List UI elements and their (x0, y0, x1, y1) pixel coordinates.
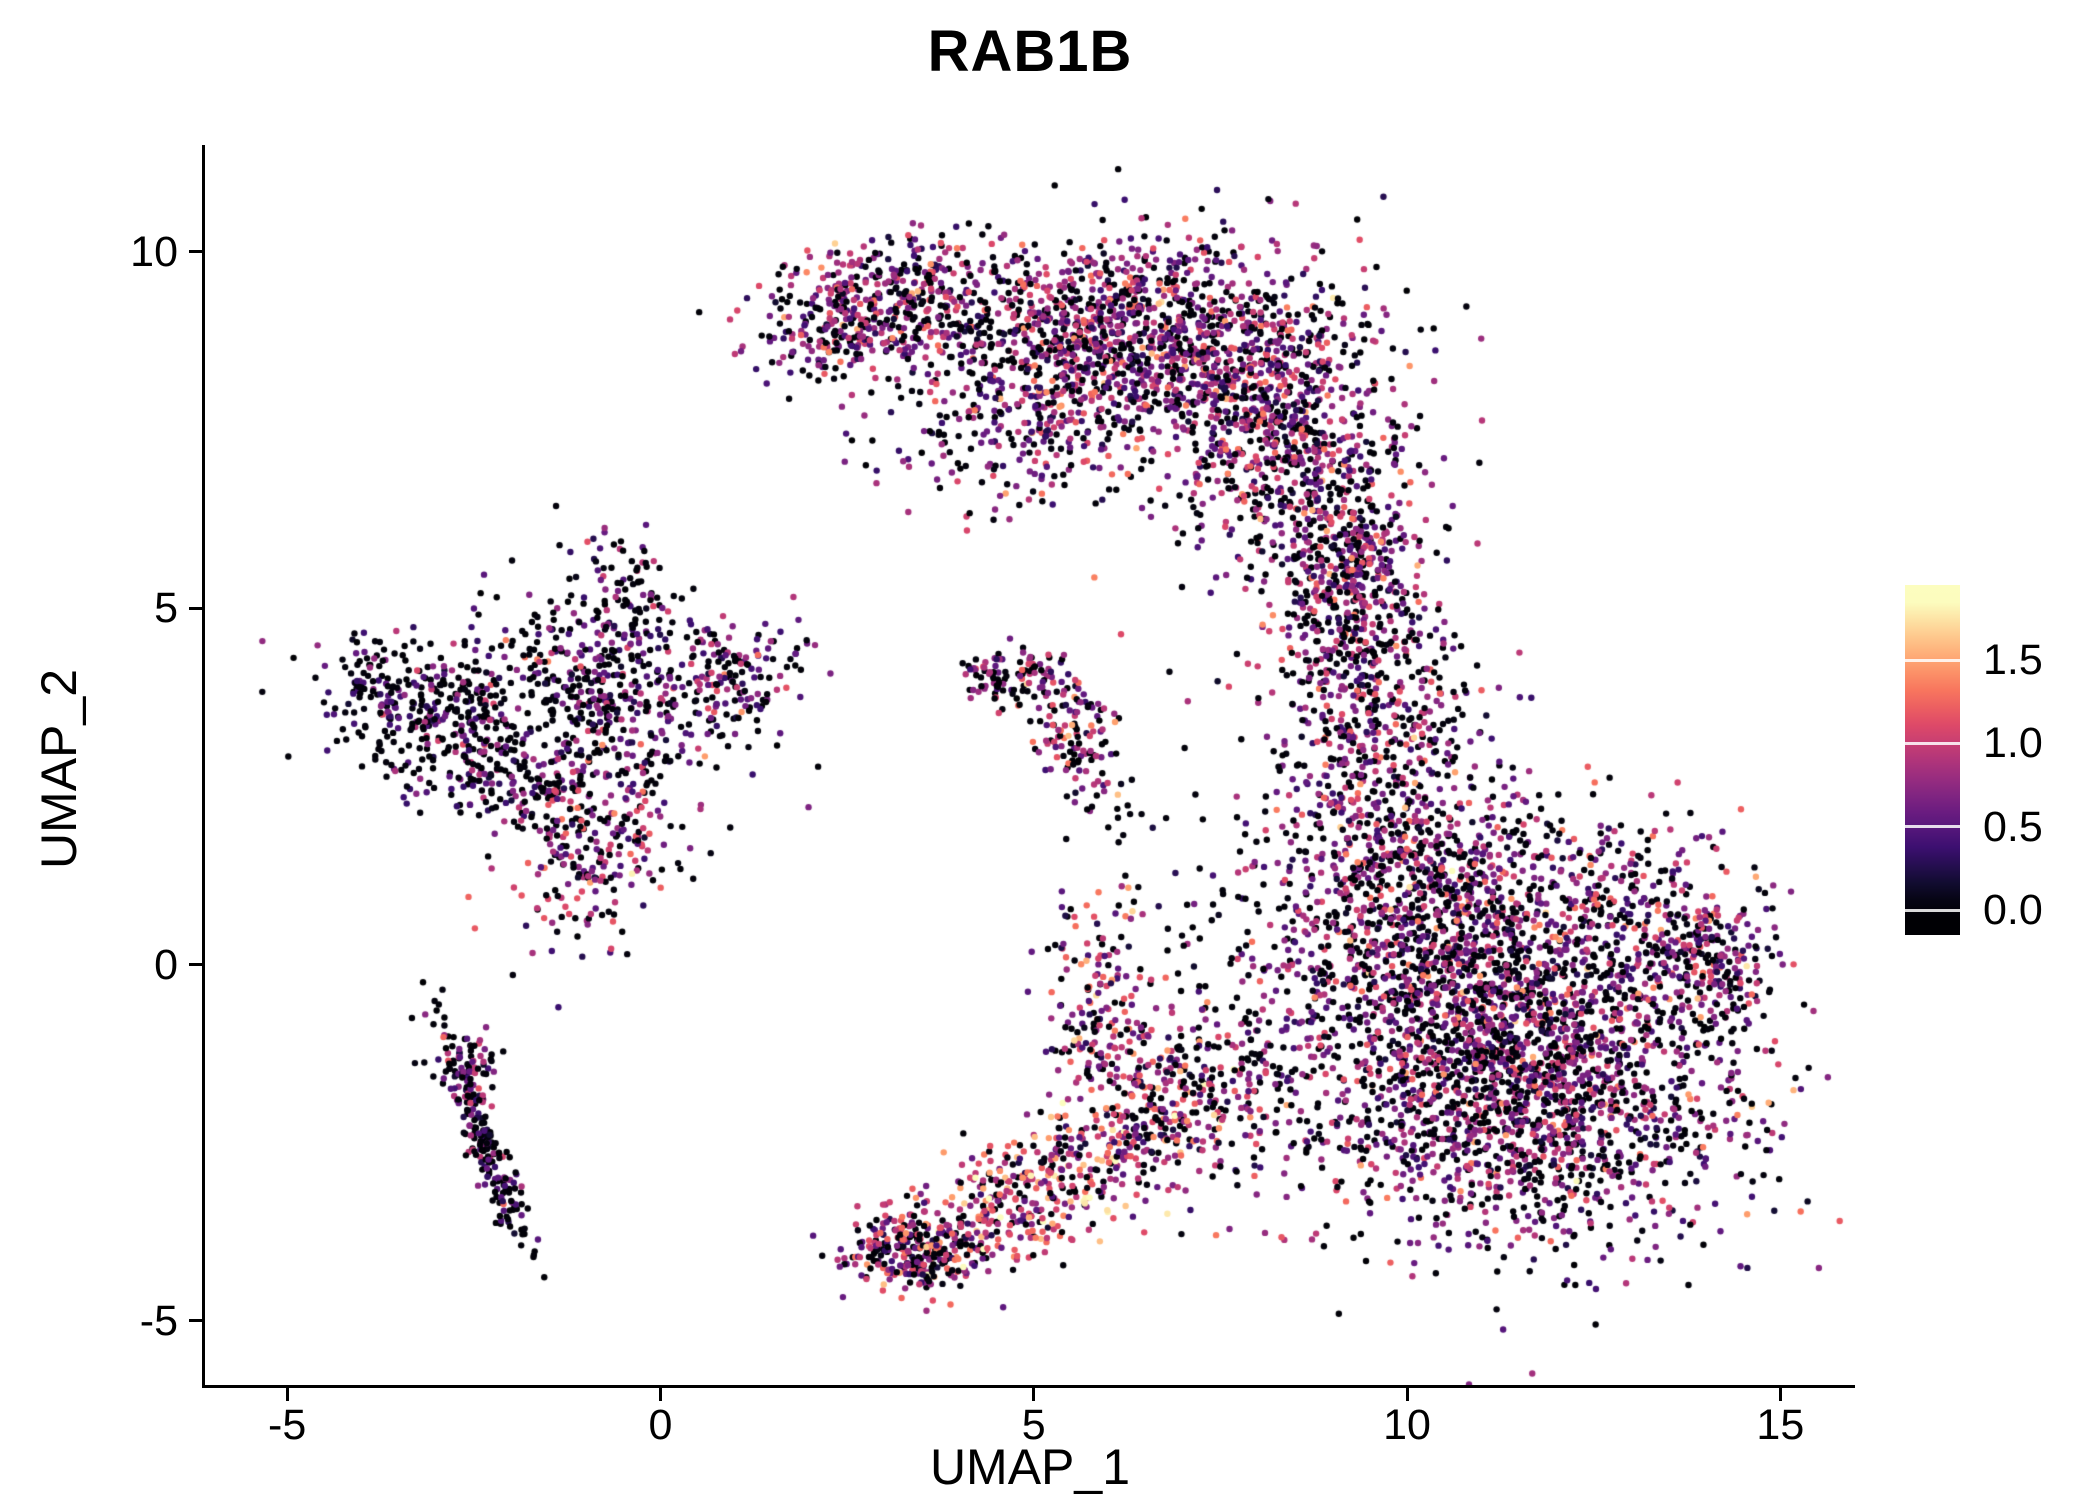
x-tick-label: 0 (648, 1401, 673, 1449)
colorbar-tick-mark (1905, 908, 1960, 912)
x-tick-mark (658, 1388, 662, 1401)
x-tick-label: 10 (1383, 1401, 1431, 1449)
y-tick-mark (189, 963, 202, 967)
colorbar (1905, 585, 1960, 935)
colorbar-tick-label: 0.5 (1983, 802, 2043, 851)
chart-title: RAB1B (927, 19, 1133, 84)
colorbar-tick-label: 0.0 (1983, 886, 2043, 934)
x-axis-label: UMAP_1 (929, 1439, 1131, 1495)
x-tick-label: 15 (1756, 1401, 1805, 1449)
x-tick-label: -5 (268, 1401, 307, 1449)
y-tick-mark (189, 1319, 202, 1323)
colorbar-gradient (1905, 585, 1960, 935)
y-tick-mark (189, 606, 202, 610)
y-tick-mark (189, 250, 202, 254)
colorbar-tick-label: 1.0 (1983, 719, 2043, 768)
colorbar-tick-mark (1905, 825, 1960, 829)
plot-panel (202, 145, 1855, 1388)
y-tick-label: -5 (139, 1296, 178, 1345)
x-tick-mark (285, 1388, 289, 1401)
y-tick-label: 0 (154, 940, 178, 989)
colorbar-tick-mark (1905, 658, 1960, 662)
colorbar-tick-label: 1.5 (1983, 636, 2043, 684)
y-tick-label: 5 (154, 584, 178, 633)
colorbar-tick-mark (1905, 741, 1960, 745)
x-tick-mark (1032, 1388, 1036, 1401)
y-tick-label: 10 (130, 227, 178, 276)
x-tick-mark (1405, 1388, 1409, 1401)
x-tick-label: 5 (1021, 1401, 1046, 1449)
x-tick-mark (1778, 1388, 1782, 1401)
scatter-canvas (205, 145, 1855, 1385)
